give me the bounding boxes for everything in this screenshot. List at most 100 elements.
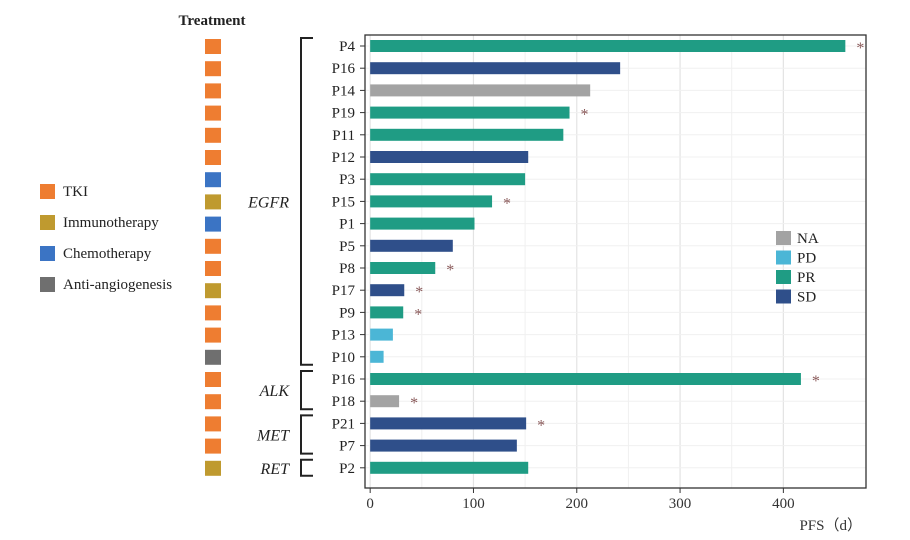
- patient-label: P2: [339, 461, 355, 477]
- bar-P3: [370, 173, 526, 186]
- treatment-square-P21: [205, 416, 221, 432]
- patient-label: P16: [332, 372, 356, 388]
- bar-P13: [370, 328, 393, 341]
- marker-P4: *: [856, 40, 864, 57]
- treatment-square-P13: [205, 327, 221, 343]
- treatment-legend: TKI Immunotherapy Chemotherapy Anti-angioge…: [40, 184, 172, 293]
- gene-groups: EGFR ALK MET RET: [247, 34, 867, 489]
- treatment-square-P2: [205, 460, 221, 476]
- treatment-square-P10: [205, 349, 221, 365]
- bar-P1: [370, 217, 475, 230]
- response-legend: NA PD PR SD: [776, 231, 819, 306]
- bar-P12: [370, 151, 529, 163]
- x-tick-label: 400: [772, 496, 795, 512]
- bar-P14: [370, 84, 591, 97]
- treatment-square-P15: [205, 194, 221, 210]
- treatment-square-P4: [205, 39, 221, 54]
- treatment-legend-label-TKI: TKI: [63, 184, 88, 200]
- patient-label: P4: [339, 39, 355, 55]
- plot-frame: [364, 34, 867, 489]
- group-label-EGFR: EGFR: [247, 194, 289, 211]
- x-tick-label: 0: [366, 496, 374, 512]
- patient-label: P10: [332, 350, 355, 366]
- bar-P2: [370, 461, 529, 474]
- bar-P15: [370, 195, 493, 208]
- patient-label: P13: [332, 328, 355, 344]
- response-legend-swatch-SD: [776, 289, 791, 304]
- marker-P9: *: [414, 306, 422, 323]
- response-legend-swatch-NA: [776, 231, 791, 245]
- treatment-square-P14: [205, 83, 221, 99]
- treatment-square-P7: [205, 438, 221, 454]
- treatment-legend-swatch-Chemotherapy: [40, 246, 55, 261]
- bar-P10: [370, 350, 384, 363]
- treatment-column: [205, 39, 221, 476]
- marker-P19: *: [581, 107, 589, 124]
- group-bracket-MET: [300, 414, 313, 455]
- x-axis-ticks: 0 100 200 300 400: [366, 488, 795, 512]
- treatment-square-P8: [205, 261, 221, 276]
- response-legend-swatch-PD: [776, 250, 791, 265]
- patient-label: P11: [332, 128, 355, 144]
- group-bracket-RET: [300, 458, 313, 477]
- bar-P18: [370, 395, 400, 408]
- treatment-square-P11: [205, 127, 221, 143]
- marker-P21: *: [537, 417, 545, 434]
- patient-label: P3: [339, 172, 355, 188]
- bar-P7: [370, 439, 517, 452]
- treatment-square-P16: [205, 372, 221, 387]
- bar-P11: [370, 128, 564, 141]
- treatment-square-P3: [205, 172, 221, 188]
- patient-label: P8: [339, 261, 355, 277]
- treatment-square-P1: [205, 216, 221, 232]
- x-tick-label: 200: [566, 496, 589, 512]
- treatment-legend-swatch-TKI: [40, 184, 55, 199]
- bar-P4: [370, 40, 846, 52]
- bar-P16: [370, 62, 621, 75]
- treatment-legend-swatch-Immunotherapy: [40, 215, 55, 230]
- patient-label: P7: [339, 439, 355, 455]
- treatment-square-P9: [205, 305, 221, 321]
- marker-P18: *: [410, 395, 418, 412]
- x-axis-label: PFS（d）: [799, 517, 862, 534]
- bar-P9: [370, 306, 404, 319]
- treatment-square-P18: [205, 394, 221, 410]
- treatment-square-P17: [205, 283, 221, 299]
- bar-P21: [370, 417, 527, 430]
- patient-labels: P4 P16 P14 P19 P11 P12 P3 P15 P1 P5 P8 P17 P9 P13 P10 P…: [332, 39, 365, 477]
- patient-label: P17: [332, 283, 356, 299]
- response-legend-swatch-PR: [776, 270, 791, 284]
- group-label-RET: RET: [260, 461, 291, 478]
- markers: * * * * * * * * *: [410, 40, 864, 434]
- patient-label: P21: [332, 416, 355, 432]
- group-label-MET: MET: [256, 428, 290, 445]
- response-legend-label-PR: PR: [797, 270, 815, 286]
- patient-label: P18: [332, 394, 355, 410]
- treatment-legend-label-Immunotherapy: Immunotherapy: [63, 215, 159, 231]
- marker-P8: *: [446, 262, 454, 279]
- treatment-legend-label-Anti-angiogenesis: Anti-angiogenesis: [63, 277, 172, 293]
- patient-label: P15: [332, 194, 355, 210]
- marker-P15: *: [503, 195, 511, 212]
- bar-P5: [370, 239, 453, 252]
- treatment-legend-swatch-Anti-angiogenesis: [40, 277, 55, 292]
- treatment-header: Treatment: [179, 13, 246, 29]
- treatment-square-P12: [205, 150, 221, 165]
- patient-label: P16: [332, 61, 356, 77]
- response-legend-label-NA: NA: [797, 231, 819, 247]
- patient-label: P12: [332, 150, 355, 166]
- x-tick-label: 100: [462, 496, 485, 512]
- x-tick-label: 300: [669, 496, 692, 512]
- bar-P19: [370, 106, 570, 119]
- bar-P17: [370, 284, 405, 297]
- treatment-square-P16: [205, 61, 221, 77]
- response-legend-label-PD: PD: [797, 251, 816, 267]
- patient-label: P9: [339, 305, 355, 321]
- patient-label: P1: [339, 217, 355, 233]
- group-bracket-EGFR: [300, 37, 313, 366]
- patient-label: P5: [339, 239, 355, 255]
- bars: [370, 40, 846, 474]
- treatment-square-P5: [205, 238, 221, 254]
- response-legend-label-SD: SD: [797, 290, 816, 306]
